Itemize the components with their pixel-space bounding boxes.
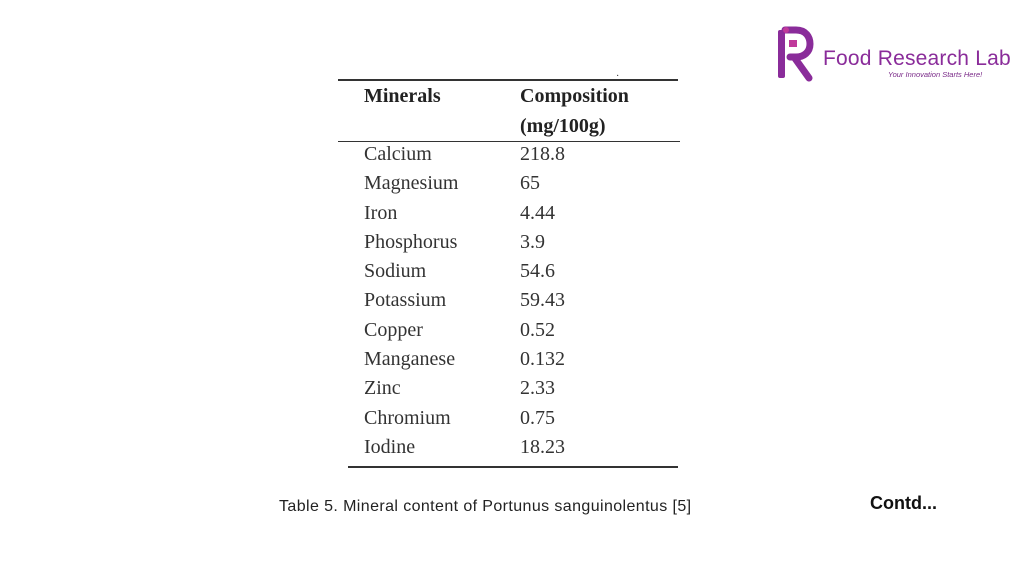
table-bottom-rule — [348, 466, 678, 468]
mineral-value: 18.23 — [520, 435, 565, 458]
table-top-rule — [338, 79, 678, 81]
mineral-table: · Minerals Composition (mg/100g) Calcium… — [338, 70, 683, 470]
mineral-value: 0.52 — [520, 318, 555, 341]
table-row: Potassium 59.43 — [338, 286, 683, 315]
table-row: Magnesium 65 — [338, 169, 683, 198]
continued-label: Contd... — [870, 493, 937, 513]
table-row: Sodium 54.6 — [338, 257, 683, 286]
mineral-name: Manganese — [364, 348, 456, 371]
mineral-value: 0.132 — [520, 348, 565, 371]
table-row: Iodine 18.23 — [338, 433, 683, 462]
mineral-name: Phosphorus — [364, 230, 458, 253]
mineral-name: Chromium — [364, 406, 451, 429]
mineral-name: Copper — [364, 318, 423, 341]
food-research-lab-logo: Food Research Lab Your Innovation Starts… — [776, 26, 1011, 84]
mineral-name: Magnesium — [364, 172, 459, 195]
logo-name: Food Research Lab — [823, 47, 1011, 70]
stray-dot: · — [616, 71, 620, 82]
table-row: Phosphorus 3.9 — [338, 228, 683, 257]
mineral-name: Iron — [364, 201, 398, 224]
table-row: Calcium 218.8 — [338, 140, 683, 169]
mineral-value: 65 — [520, 172, 540, 195]
mineral-name: Sodium — [364, 260, 427, 283]
header-minerals: Minerals — [364, 85, 441, 107]
header-composition: Composition — [520, 85, 629, 107]
mineral-name: Zinc — [364, 377, 401, 400]
logo-tagline: Your Innovation Starts Here! — [888, 70, 983, 79]
mineral-name: Calcium — [364, 143, 432, 165]
table-header-rule — [338, 141, 680, 142]
logo-mark-icon — [778, 26, 814, 82]
table-body: Calcium 218.8 Magnesium 65 Iron 4.44 Pho… — [338, 140, 683, 462]
mineral-value: 4.44 — [520, 201, 555, 224]
mineral-value: 59.43 — [520, 289, 565, 312]
table-row: Chromium 0.75 — [338, 404, 683, 433]
mineral-value: 2.33 — [520, 377, 555, 400]
mineral-value: 3.9 — [520, 230, 545, 253]
table-row: Zinc 2.33 — [338, 374, 683, 403]
mineral-value: 0.75 — [520, 406, 555, 429]
table-row: Copper 0.52 — [338, 316, 683, 345]
table-row: Iron 4.44 — [338, 199, 683, 228]
table-caption: Table 5. Mineral content of Portunus san… — [279, 498, 692, 515]
table-row: Manganese 0.132 — [338, 345, 683, 374]
mineral-value: 218.8 — [520, 143, 565, 165]
header-unit: (mg/100g) — [520, 115, 606, 137]
mineral-name: Iodine — [364, 435, 416, 458]
mineral-name: Potassium — [364, 289, 447, 312]
mineral-value: 54.6 — [520, 260, 555, 283]
